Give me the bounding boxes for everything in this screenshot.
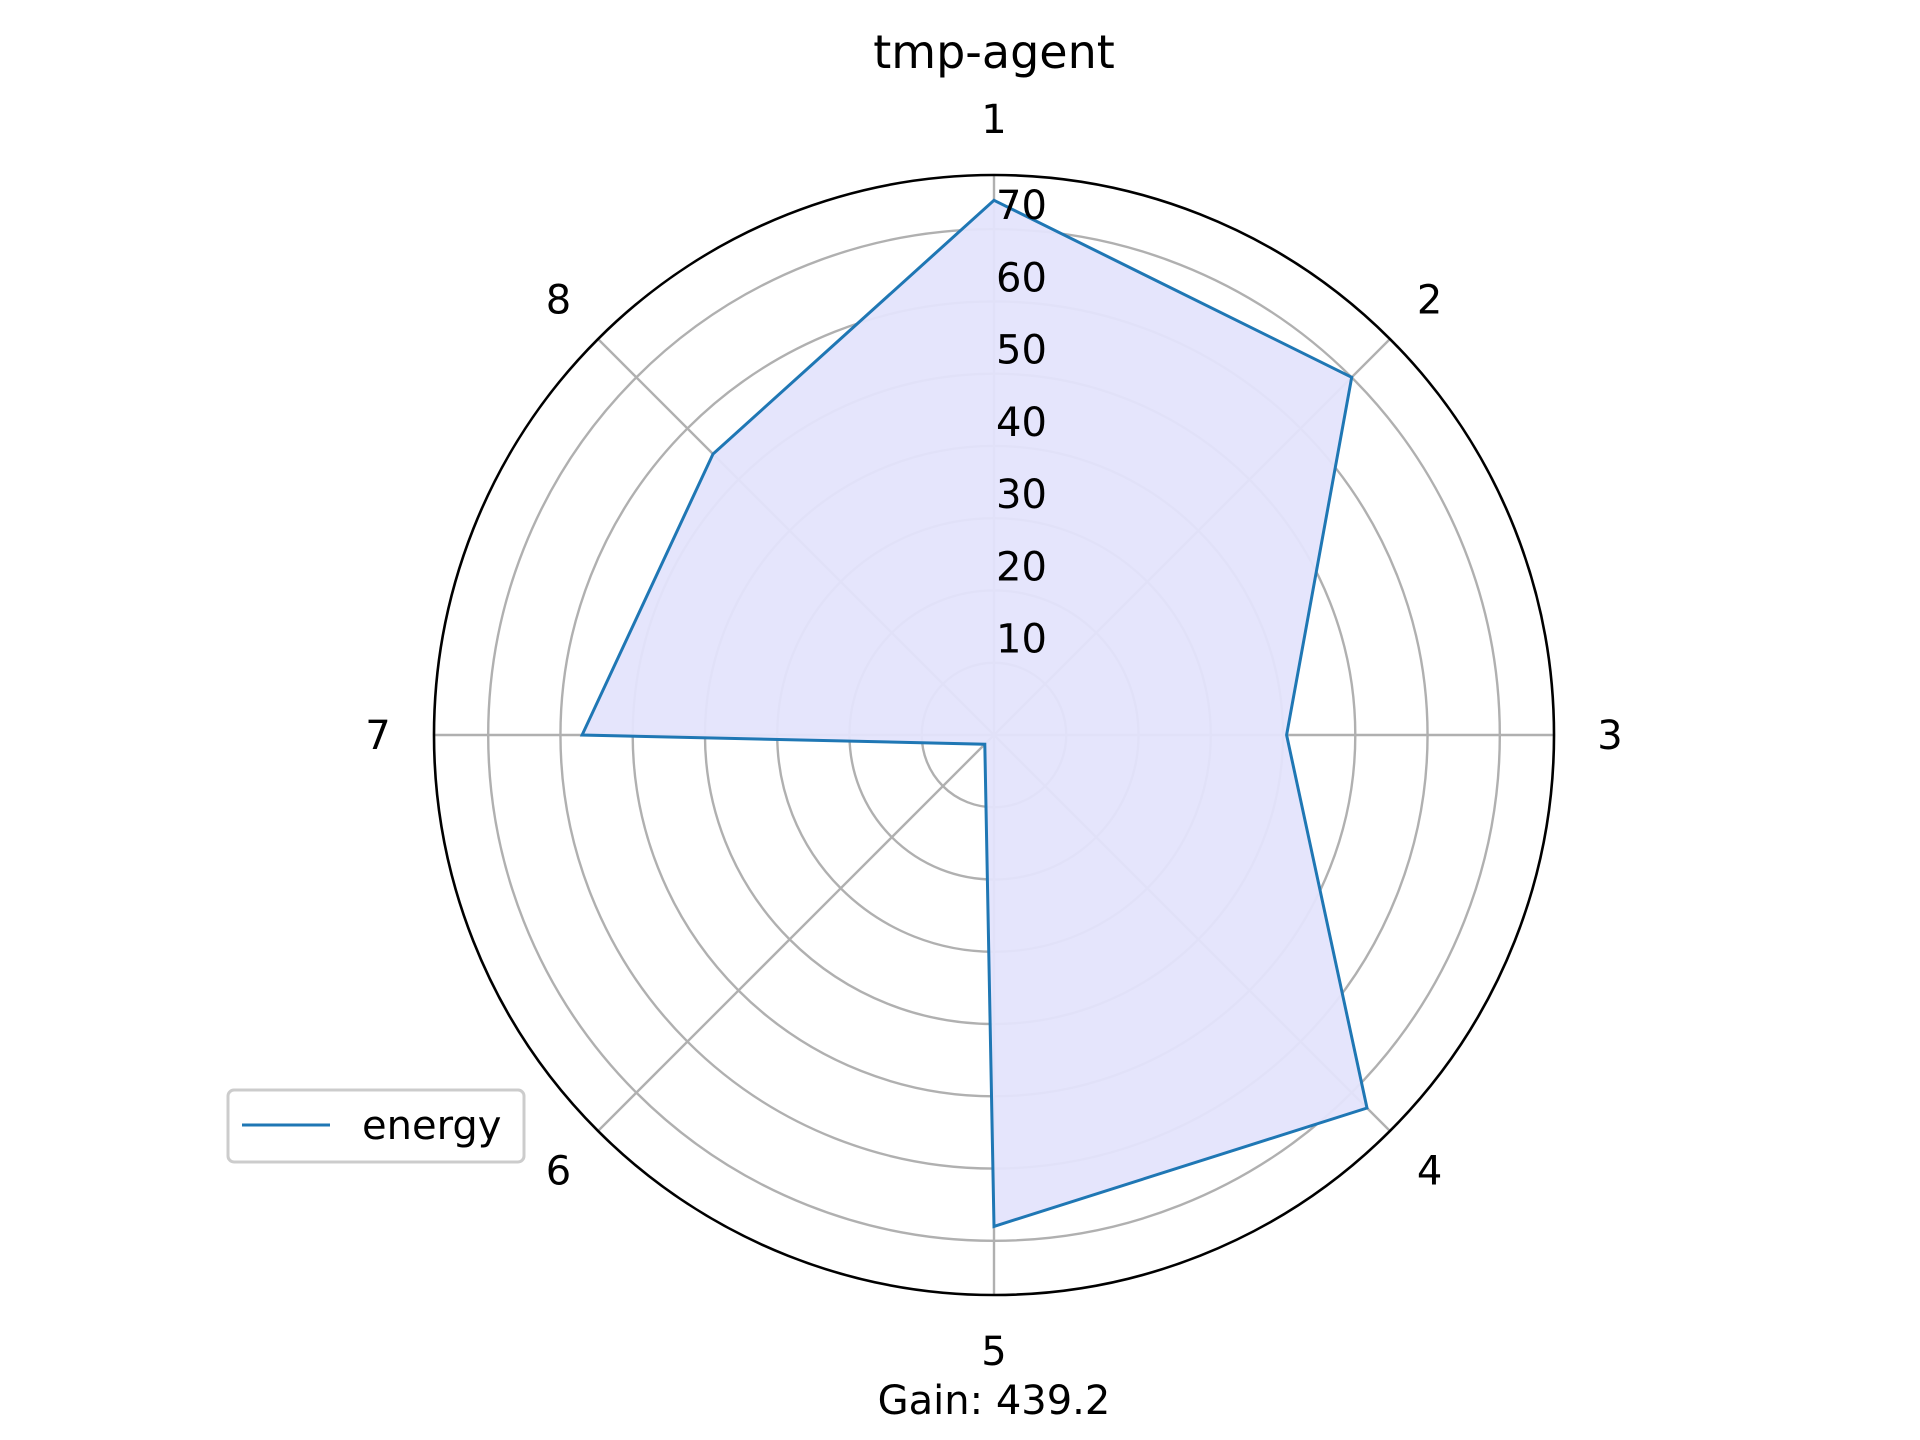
radial-tick-70: 70 (996, 183, 1047, 229)
category-label-6: 6 (546, 1149, 571, 1195)
axis-labels: 10 20 30 40 50 60 70 1 2 3 4 5 6 7 8 (365, 97, 1622, 1375)
radial-tick-60: 60 (996, 255, 1047, 301)
series-fill-energy (582, 200, 1367, 1227)
category-label-8: 8 (546, 277, 571, 323)
category-label-1: 1 (981, 97, 1006, 143)
category-label-5: 5 (981, 1329, 1006, 1375)
radial-tick-30: 30 (996, 472, 1047, 518)
legend: energy (226, 1088, 526, 1164)
radial-tick-50: 50 (996, 328, 1047, 374)
radial-tick-40: 40 (996, 400, 1047, 446)
category-label-3: 3 (1597, 713, 1622, 759)
chart-title: tmp-agent (873, 25, 1115, 79)
spoke-6 (597, 734, 995, 1132)
outer-frame (432, 173, 1556, 1297)
radial-tick-10: 10 (996, 617, 1047, 663)
legend-frame (226, 1088, 526, 1164)
category-label-2: 2 (1417, 277, 1442, 323)
gain-footer: Gain: 439.2 (878, 1378, 1111, 1424)
series-layer (579, 198, 1369, 1229)
category-label-7: 7 (365, 713, 390, 759)
radial-tick-20: 20 (996, 544, 1047, 590)
legend-label-energy: energy (362, 1103, 501, 1149)
category-label-4: 4 (1417, 1149, 1442, 1195)
